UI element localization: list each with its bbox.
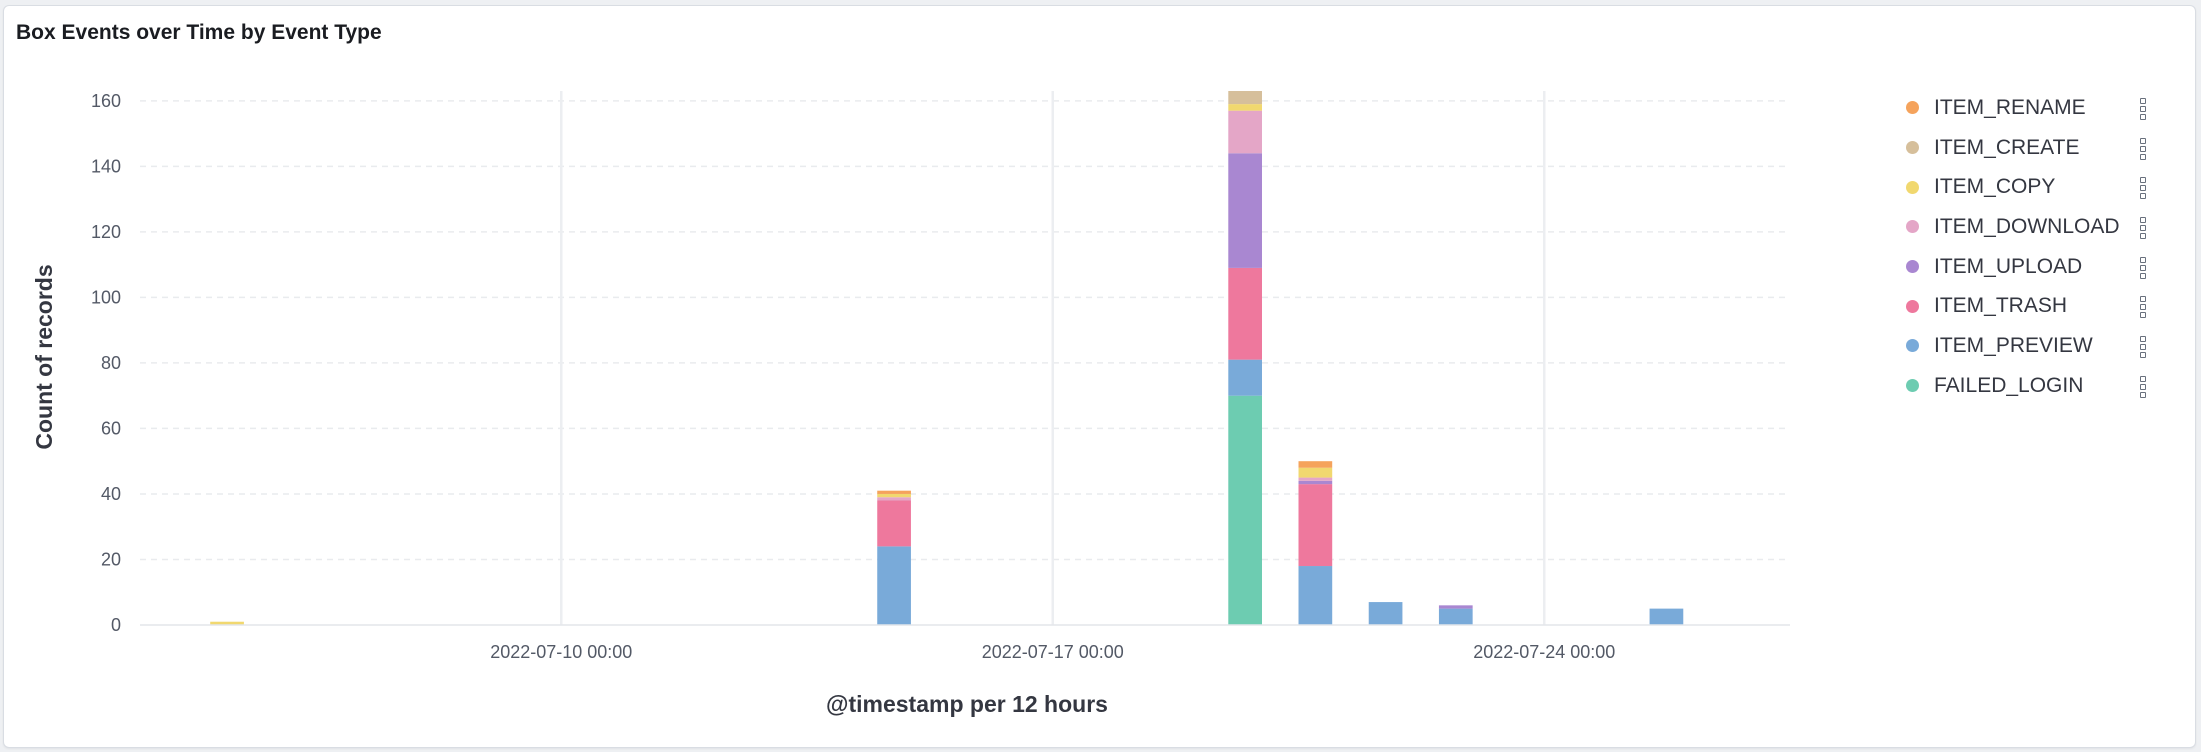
x-tick-label: 2022-07-24 00:00 — [1473, 642, 1615, 662]
bar-segment-item-preview[interactable] — [1228, 359, 1262, 396]
bar-segment-item-copy[interactable] — [210, 621, 244, 625]
legend-color-dot-icon — [1906, 101, 1919, 115]
legend-item-actions-icon[interactable] — [2140, 296, 2146, 319]
legend-color-dot-icon — [1906, 339, 1919, 353]
y-tick-label: 100 — [91, 287, 121, 307]
legend-item-label: ITEM_UPLOAD — [1934, 254, 2083, 278]
bar-segment-item-upload[interactable] — [1298, 480, 1333, 485]
legend-item-item-copy[interactable]: ITEM_COPY — [1900, 167, 2170, 207]
legend-item-actions-icon[interactable] — [2140, 137, 2146, 160]
panel-title: Box Events over Time by Event Type — [16, 21, 382, 44]
bar-segment-item-preview[interactable] — [1368, 602, 1403, 625]
bar-segment-item-trash[interactable] — [1228, 267, 1262, 360]
legend-item-actions-icon[interactable] — [2140, 217, 2146, 240]
legend-color-dot-icon — [1906, 260, 1919, 274]
legend-item-label: ITEM_TRASH — [1934, 294, 2068, 318]
y-tick-label: 0 — [111, 615, 121, 635]
bar-segment-item-download[interactable] — [1298, 477, 1333, 481]
legend-item-item-preview[interactable]: ITEM_PREVIEW — [1900, 326, 2170, 366]
legend-color-dot-icon — [1906, 220, 1919, 234]
legend-item-actions-icon[interactable] — [2140, 375, 2146, 398]
legend-item-label: FAILED_LOGIN — [1934, 373, 2084, 397]
y-tick-label: 120 — [91, 222, 121, 242]
legend-item-label: ITEM_PREVIEW — [1934, 333, 2093, 357]
y-tick-label: 40 — [101, 484, 121, 504]
legend-item-actions-icon[interactable] — [2140, 177, 2146, 200]
x-tick-label: 2022-07-10 00:00 — [490, 642, 632, 662]
bar-segment-item-upload[interactable] — [1438, 605, 1473, 609]
y-tick-label: 60 — [101, 418, 121, 438]
legend-item-item-create[interactable]: ITEM_CREATE — [1900, 128, 2170, 168]
bar-segment-item-download[interactable] — [1228, 110, 1262, 154]
legend-item-item-upload[interactable]: ITEM_UPLOAD — [1900, 247, 2170, 287]
bar-segment-item-preview[interactable] — [1298, 566, 1333, 625]
legend-item-failed-login[interactable]: FAILED_LOGIN — [1900, 366, 2170, 406]
y-tick-label: 140 — [91, 156, 121, 176]
legend-item-actions-icon[interactable] — [2140, 98, 2146, 120]
x-axis-title: @timestamp per 12 hours — [826, 691, 1108, 717]
visualization-panel: Box Events over Time by Event Type — [3, 5, 2196, 748]
bar-segment-item-preview[interactable] — [877, 546, 911, 625]
legend-item-label: ITEM_COPY — [1934, 175, 2056, 199]
y-axis-title: Count of records — [31, 264, 57, 449]
bar-segment-item-trash[interactable] — [1298, 484, 1333, 567]
legend-item-label: ITEM_CREATE — [1934, 135, 2080, 159]
bar-segment-item-preview[interactable] — [1438, 608, 1473, 625]
legend-item-label: ITEM_RENAME — [1934, 95, 2086, 119]
bar-segment-item-rename[interactable] — [877, 490, 911, 494]
bar-segment-item-rename[interactable] — [1298, 461, 1333, 468]
bar-segment-failed-login[interactable] — [1228, 395, 1262, 625]
legend-item-actions-icon[interactable] — [2140, 336, 2146, 359]
bar-segment-item-preview[interactable] — [1649, 608, 1684, 625]
legend-color-dot-icon — [1906, 379, 1919, 393]
legend-color-dot-icon — [1906, 141, 1919, 155]
legend-item-item-trash[interactable]: ITEM_TRASH — [1900, 286, 2170, 326]
y-tick-label: 160 — [91, 91, 121, 111]
legend-item-item-rename[interactable]: ITEM_RENAME — [1900, 88, 2170, 128]
bar-segment-item-upload[interactable] — [1228, 153, 1262, 268]
legend: ITEM_RENAME ITEM_CREATE ITEM_COPY ITEM_DOWN… — [1900, 88, 2170, 406]
grid-layer — [140, 91, 1790, 625]
bar-segment-item-download[interactable] — [877, 497, 911, 501]
bars-layer — [210, 91, 1684, 625]
bar-segment-item-trash[interactable] — [877, 500, 911, 547]
legend-color-dot-icon — [1906, 299, 1919, 313]
legend-item-actions-icon[interactable] — [2140, 256, 2146, 279]
y-tick-label: 20 — [101, 549, 121, 569]
bar-segment-item-copy[interactable] — [1298, 467, 1333, 478]
legend-item-item-download[interactable]: ITEM_DOWNLOAD — [1900, 207, 2170, 247]
ticks-layer: 0 20 40 60 80 100 120 140 160 2022-07-10 00:00 202… — [91, 91, 1615, 662]
bar-segment-item-copy[interactable] — [1228, 104, 1262, 111]
legend-color-dot-icon — [1906, 180, 1919, 194]
bar-segment-item-copy[interactable] — [877, 493, 911, 498]
legend-item-label: ITEM_DOWNLOAD — [1934, 214, 2120, 238]
bar-segment-item-create[interactable] — [1228, 91, 1262, 105]
x-tick-label: 2022-07-17 00:00 — [982, 642, 1124, 662]
y-tick-label: 80 — [101, 353, 121, 373]
